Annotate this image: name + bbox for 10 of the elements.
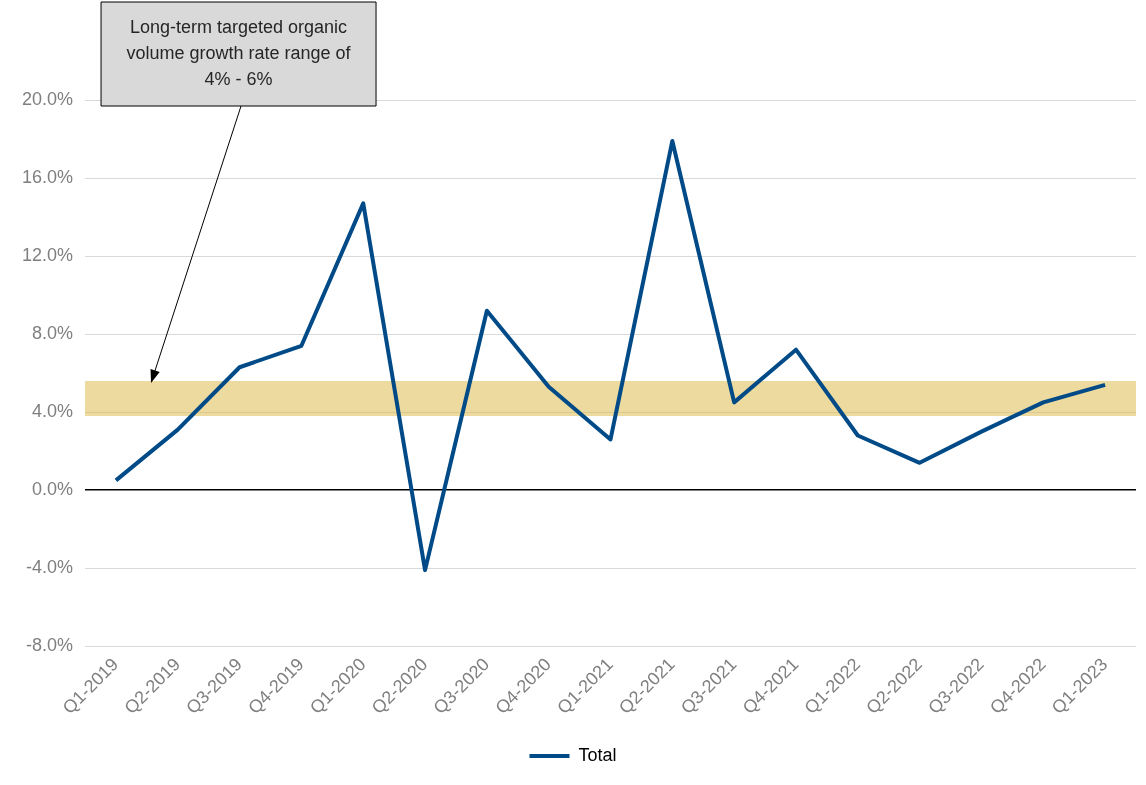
y-tick-label: 0.0% (32, 479, 74, 500)
y-tick-label: -8.0% (26, 635, 74, 656)
y-tick-label: 12.0% (21, 245, 74, 266)
y-tick-label: 16.0% (21, 167, 74, 187)
legend-label: Total (578, 744, 617, 765)
y-tick-label: 4.0% (32, 401, 74, 422)
y-tick-label: -4.0% (26, 557, 74, 578)
y-tick-label: 20.0% (21, 88, 74, 109)
band-label: Long-term targeted organic volume growth rate range of 4% - 6% (126, 16, 352, 89)
y-tick-label: 8.0% (32, 323, 74, 344)
